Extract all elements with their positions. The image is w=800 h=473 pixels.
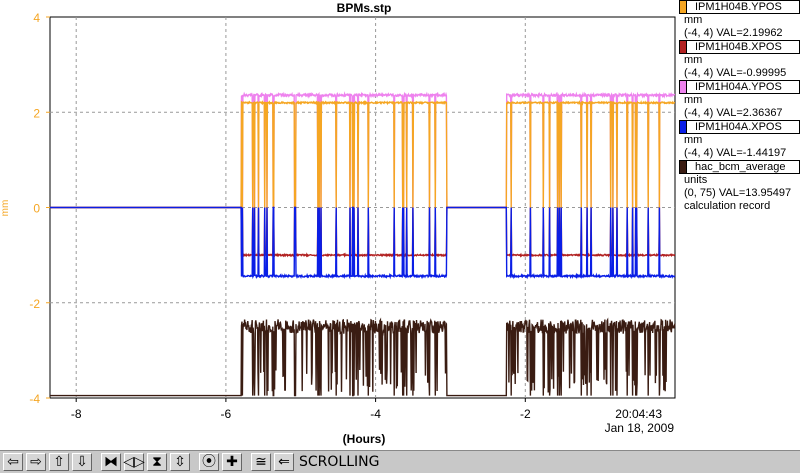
legend-unit: units	[684, 174, 708, 186]
zoom-in-x-icon[interactable]: ⧓	[101, 453, 121, 471]
x-tick-label: -4	[370, 407, 381, 421]
legend-range: (-4, 4) VAL=-1.44197	[684, 147, 787, 159]
arrow-down-icon[interactable]: ⇩	[72, 453, 92, 471]
arrow-right-icon[interactable]: ⇨	[26, 453, 46, 471]
zoom-in-y-icon[interactable]: ⧗	[147, 453, 167, 471]
legend-series-name: IPM1H04A.XPOS	[695, 120, 782, 133]
legend-name-box[interactable]: IPM1H04A.XPOS	[679, 120, 800, 134]
legend-unit: mm	[684, 134, 703, 146]
legend-swatch	[680, 1, 687, 13]
zoom-out-y-icon[interactable]: ⇳	[170, 453, 190, 471]
legend-unit: mm	[684, 14, 703, 26]
legend-description: calculation record	[684, 200, 771, 212]
y-tick-label: -2	[29, 297, 40, 311]
legend-series-name: IPM1H04A.YPOS	[695, 80, 782, 93]
legend-swatch	[680, 41, 687, 53]
fit-icon[interactable]: ≅	[251, 453, 271, 471]
legend-entry[interactable]: IPM1H04A.YPOS mm (-4, 4) VAL=2.36367	[679, 80, 800, 120]
legend-name-box[interactable]: IPM1H04A.YPOS	[679, 80, 800, 94]
series-layer	[50, 91, 676, 397]
y-tick-label: 4	[33, 11, 40, 25]
y-tick-label: 2	[33, 106, 40, 120]
legend-entry[interactable]: IPM1H04A.XPOS mm (-4, 4) VAL=-1.44197	[679, 120, 800, 160]
legend-range: (-4, 4) VAL=2.19962	[684, 27, 783, 39]
record-icon[interactable]: ⦿	[199, 453, 219, 471]
y-tick-label: 0	[33, 202, 40, 216]
legend-range: (0, 75) VAL=13.95497	[684, 187, 792, 199]
y-tick-label: -4	[29, 392, 40, 406]
legend-entry[interactable]: hac_bcm_average units (0, 75) VAL=13.95497…	[679, 160, 800, 213]
y-axis-label: mm	[0, 200, 11, 217]
x-tick-label: -2	[520, 407, 531, 421]
series-line-ipm1h04a-xpos	[50, 206, 676, 280]
legend-name-box[interactable]: hac_bcm_average	[679, 160, 800, 174]
x-tick-label: -8	[71, 407, 82, 421]
legend-swatch	[680, 121, 687, 133]
axes: -4 -2 0 2 4 -8 -6 -4 -2	[29, 11, 531, 421]
arrow-left-icon[interactable]: ⇦	[3, 453, 23, 471]
legend-entry[interactable]: IPM1H04B.YPOS mm (-4, 4) VAL=2.19962	[679, 0, 800, 40]
legend-range: (-4, 4) VAL=2.36367	[684, 107, 783, 119]
legend-name-box[interactable]: IPM1H04B.YPOS	[679, 0, 800, 14]
zoom-out-x-icon[interactable]: ◁▷	[123, 453, 145, 471]
back-icon[interactable]: ⇐	[274, 453, 294, 471]
legend-swatch	[680, 161, 687, 173]
scrolling-status: SCROLLING	[299, 454, 380, 470]
series-line-hac-bcm-average	[50, 317, 676, 397]
legend: IPM1H04B.YPOS mm (-4, 4) VAL=2.19962 IPM1H0…	[679, 0, 800, 215]
legend-entry[interactable]: IPM1H04B.XPOS mm (-4, 4) VAL=-0.99995	[679, 40, 800, 80]
legend-name-box[interactable]: IPM1H04B.XPOS	[679, 40, 800, 54]
legend-series-name: IPM1H04B.YPOS	[695, 0, 782, 13]
toolbar: ⇦ ⇨ ⇧ ⇩ ⧓ ◁▷ ⧗ ⇳ ⦿ ✚ ≅ ⇐ SCROLLING	[0, 450, 800, 473]
legend-unit: mm	[684, 94, 703, 106]
legend-series-name: IPM1H04B.XPOS	[695, 40, 782, 53]
x-tick-label: -6	[221, 407, 232, 421]
x-tick-time: 20:04:43	[615, 407, 662, 421]
chart-title: BPMs.stp	[337, 1, 392, 15]
legend-series-name: hac_bcm_average	[695, 160, 786, 173]
x-axis-label: (Hours)	[343, 432, 386, 446]
add-icon[interactable]: ✚	[222, 453, 242, 471]
legend-range: (-4, 4) VAL=-0.99995	[684, 67, 787, 79]
legend-swatch	[680, 81, 687, 93]
chart: -4 -2 0 2 4 -8 -6 -4 -2 BPMs.stp mm (Hours) 20:0…	[0, 1, 676, 446]
legend-unit: mm	[684, 54, 703, 66]
x-tick-date: Jan 18, 2009	[605, 421, 675, 435]
arrow-up-icon[interactable]: ⇧	[49, 453, 69, 471]
